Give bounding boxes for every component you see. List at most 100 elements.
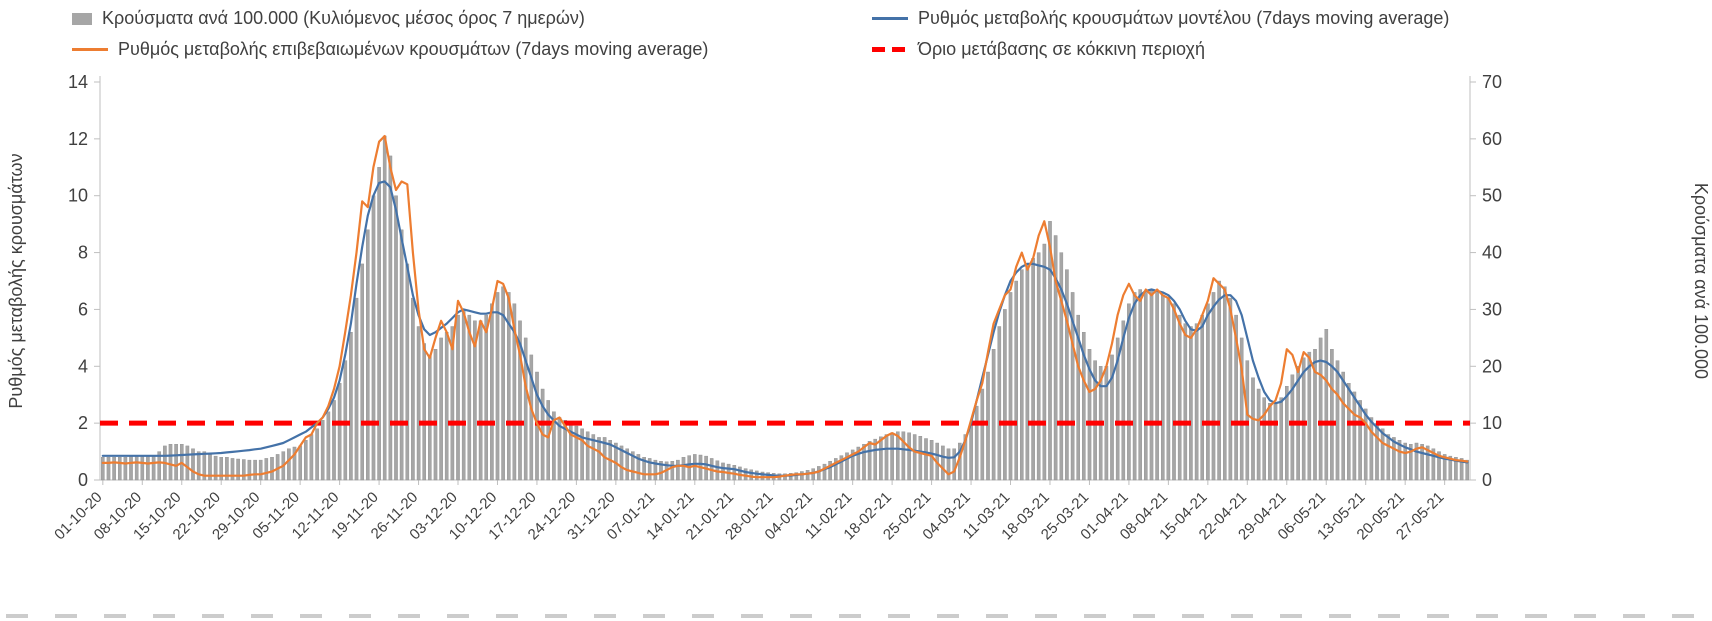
- bar: [969, 422, 973, 481]
- bar: [817, 466, 821, 481]
- bar: [140, 455, 145, 481]
- bar: [896, 431, 900, 481]
- bar: [1194, 323, 1199, 481]
- bar: [168, 444, 173, 481]
- bar: [1442, 454, 1447, 481]
- bar: [912, 434, 917, 481]
- bar: [529, 354, 534, 481]
- bar: [450, 326, 455, 481]
- bar: [1121, 320, 1126, 481]
- bar: [394, 195, 398, 481]
- bar: [349, 332, 353, 481]
- y-left-tick-label: 10: [68, 186, 88, 206]
- bar: [241, 459, 246, 481]
- bar: [1386, 434, 1391, 481]
- bar: [991, 349, 996, 481]
- bar: [749, 469, 753, 481]
- bar: [1110, 354, 1114, 481]
- bar: [1081, 332, 1086, 481]
- bar: [461, 309, 466, 481]
- confirmed-line-swatch-icon: [72, 48, 108, 51]
- y-right-tick-label: 0: [1482, 470, 1492, 490]
- bar: [1211, 292, 1216, 481]
- bar: [100, 457, 105, 481]
- bar: [1279, 397, 1283, 481]
- y-left-tick-label: 4: [78, 356, 88, 376]
- bar: [1070, 292, 1075, 481]
- bar: [1403, 442, 1407, 481]
- y-right-tick-label: 40: [1482, 243, 1502, 263]
- bar: [315, 428, 319, 481]
- bar: [292, 446, 297, 481]
- bar: [484, 314, 489, 481]
- bar: [287, 448, 291, 481]
- y-right-tick-label: 50: [1482, 186, 1502, 206]
- bar: [811, 468, 815, 481]
- bar: [585, 431, 590, 481]
- bar: [890, 432, 894, 481]
- bar: [258, 459, 263, 481]
- bar: [1341, 371, 1345, 481]
- bar: [625, 448, 629, 481]
- y-right-tick-label: 60: [1482, 129, 1502, 149]
- bar: [196, 451, 201, 481]
- bar: [1425, 445, 1430, 481]
- bar: [1020, 269, 1024, 481]
- bar: [1465, 459, 1469, 481]
- bar: [850, 449, 855, 481]
- bar: [428, 354, 432, 481]
- bar: [1369, 417, 1374, 481]
- bar: [1160, 294, 1165, 481]
- bar: [213, 455, 218, 481]
- bar: [1448, 455, 1453, 481]
- bar: [1313, 349, 1317, 481]
- bar: [157, 451, 162, 481]
- legend-item-confirmed-rate: Ρυθμός μεταβολής επιβεβαιωμένων κρουσμάτ…: [72, 39, 862, 60]
- bar: [743, 468, 748, 481]
- bar: [1065, 269, 1069, 481]
- bar: [112, 457, 116, 481]
- bar: [1025, 263, 1030, 481]
- bar: [134, 455, 139, 481]
- bar: [1059, 252, 1064, 481]
- y-left-axis-title: Ρυθμός μεταβολής κρουσμάτων: [6, 153, 26, 408]
- bar: [1245, 360, 1250, 481]
- bar: [1228, 297, 1233, 481]
- bar: [907, 432, 911, 481]
- bar: [382, 135, 387, 481]
- bar: [1183, 323, 1188, 481]
- bar: [574, 425, 579, 481]
- bar: [659, 461, 663, 481]
- bar: [1301, 357, 1306, 481]
- chart-canvas: 0246810121401020304050607001-10-2008-10-…: [6, 72, 1711, 543]
- y-right-tick-label: 20: [1482, 356, 1502, 376]
- bar: [1251, 377, 1255, 481]
- bar: [929, 440, 934, 481]
- bar: [636, 454, 641, 481]
- bar: [411, 297, 415, 481]
- bar: [151, 455, 156, 481]
- bar: [901, 431, 906, 481]
- y-right-tick-label: 70: [1482, 72, 1502, 92]
- y-right-tick-label: 30: [1482, 299, 1502, 319]
- model-line-swatch-icon: [872, 17, 908, 20]
- bar: [146, 455, 150, 481]
- bar: [1093, 360, 1097, 481]
- bar: [416, 326, 421, 481]
- bar: [1115, 337, 1120, 481]
- bar: [884, 434, 889, 481]
- confirmed-rate-line: [101, 134, 1469, 479]
- bar: [1414, 442, 1419, 481]
- bar: [1076, 314, 1080, 481]
- legend-label-red-zone-threshold: Όριο μετάβασης σε κόκκινη περιοχή: [918, 39, 1206, 59]
- bar: [518, 320, 522, 481]
- bar: [1149, 289, 1154, 481]
- bar: [647, 458, 652, 481]
- bar: [1217, 280, 1221, 481]
- bar: [755, 470, 759, 481]
- bar: [405, 263, 410, 481]
- bar: [1358, 400, 1362, 481]
- bar: [236, 458, 240, 481]
- bar: [473, 320, 477, 481]
